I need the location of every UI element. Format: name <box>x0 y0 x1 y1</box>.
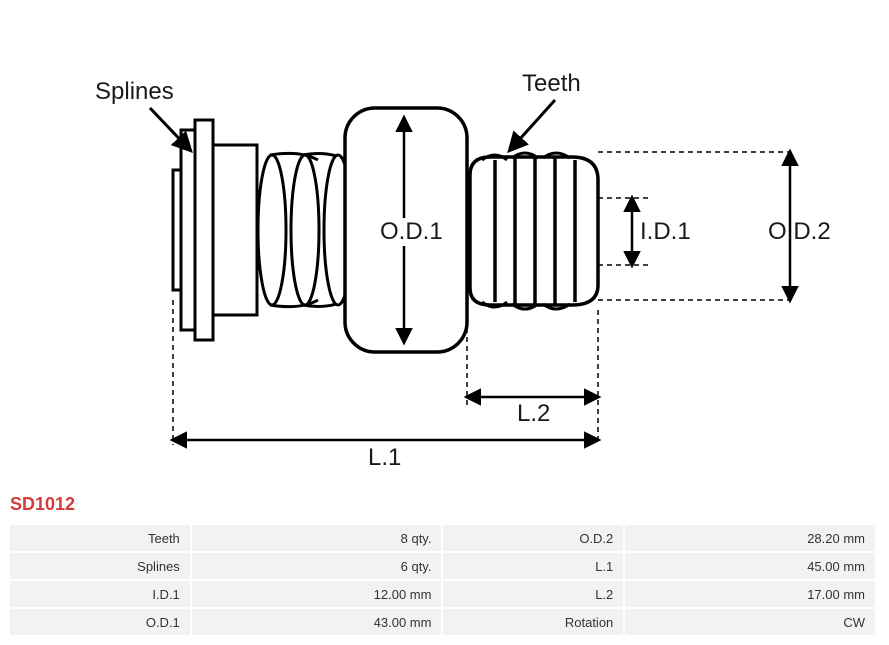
label-teeth: Teeth <box>522 70 581 98</box>
spec-key-left: Teeth <box>10 525 190 551</box>
table-row: Teeth 8 qty. O.D.2 28.20 mm <box>10 525 875 551</box>
spec-value-right: 28.20 mm <box>625 525 875 551</box>
spec-value-left: 6 qty. <box>192 553 442 579</box>
spec-key-left: I.D.1 <box>10 581 190 607</box>
spec-key-left: O.D.1 <box>10 609 190 635</box>
label-od2: O.D.2 <box>768 218 831 246</box>
part-number-title: SD1012 <box>0 490 889 523</box>
spec-key-right: O.D.2 <box>443 525 623 551</box>
spec-value-right: 45.00 mm <box>625 553 875 579</box>
spec-key-left: Splines <box>10 553 190 579</box>
label-l1: L.1 <box>368 444 401 472</box>
spec-key-right: L.1 <box>443 553 623 579</box>
spec-value-right: CW <box>625 609 875 635</box>
spec-value-left: 43.00 mm <box>192 609 442 635</box>
page: Splines Teeth O.D.1 I.D.1 O.D.2 L.2 L.1 … <box>0 0 889 637</box>
spec-value-left: 8 qty. <box>192 525 442 551</box>
spec-table: Teeth 8 qty. O.D.2 28.20 mm Splines 6 qt… <box>8 523 877 637</box>
spec-value-right: 17.00 mm <box>625 581 875 607</box>
table-row: Splines 6 qty. L.1 45.00 mm <box>10 553 875 579</box>
label-l2: L.2 <box>517 400 550 428</box>
spec-tbody: Teeth 8 qty. O.D.2 28.20 mm Splines 6 qt… <box>10 525 875 635</box>
label-od1: O.D.1 <box>378 218 445 246</box>
spec-key-right: L.2 <box>443 581 623 607</box>
spec-key-right: Rotation <box>443 609 623 635</box>
table-row: I.D.1 12.00 mm L.2 17.00 mm <box>10 581 875 607</box>
label-splines: Splines <box>95 78 174 106</box>
label-id1: I.D.1 <box>640 218 691 246</box>
technical-diagram: Splines Teeth O.D.1 I.D.1 O.D.2 L.2 L.1 <box>0 0 889 490</box>
table-row: O.D.1 43.00 mm Rotation CW <box>10 609 875 635</box>
spec-value-left: 12.00 mm <box>192 581 442 607</box>
